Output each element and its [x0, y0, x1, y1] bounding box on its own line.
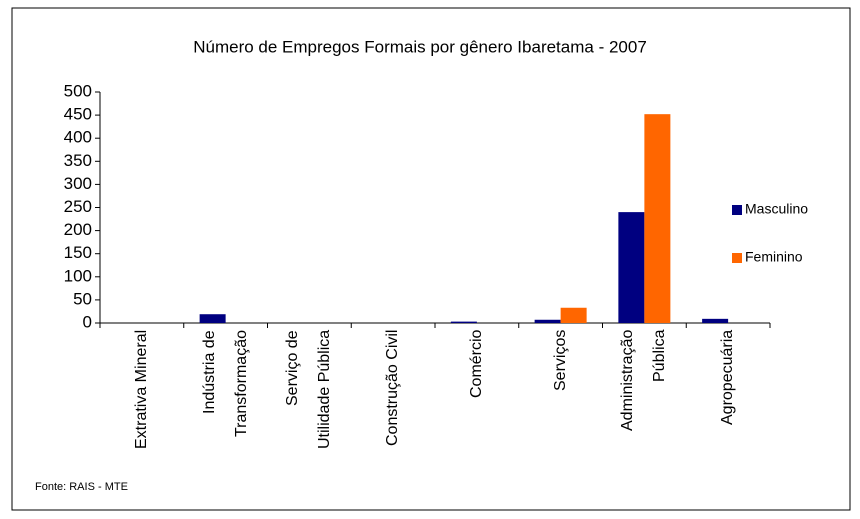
x-tick-label: Extrativa Mineral — [132, 330, 150, 450]
chart-title: Número de Empregos Formais por gênero Ib… — [193, 37, 647, 56]
y-tick-label: 200 — [64, 220, 92, 239]
bar — [450, 321, 477, 323]
bar — [702, 318, 729, 323]
bar — [534, 319, 561, 323]
legend-label: Masculino — [745, 201, 808, 217]
bar — [199, 314, 226, 323]
y-tick-label: 500 — [64, 81, 92, 100]
y-tick-label: 100 — [64, 266, 92, 285]
y-tick-label: 250 — [64, 197, 92, 216]
y-tick-label: 150 — [64, 243, 92, 262]
y-tick-label: 450 — [64, 105, 92, 124]
x-tick-label: Comércio — [467, 330, 485, 399]
bar — [618, 212, 645, 323]
x-tick-label: Construção Civil — [384, 330, 402, 447]
x-tick-label: Agropecuária — [719, 330, 737, 426]
y-tick-label: 300 — [64, 174, 92, 193]
y-tick-label: 50 — [73, 289, 92, 308]
source-note: Fonte: RAIS - MTE — [35, 481, 128, 493]
x-tick-label: Serviços — [551, 330, 569, 392]
legend-swatch — [732, 253, 742, 263]
x-tick-label: Administração Pública — [619, 330, 669, 432]
x-tick-label: Indústria de Transformação — [200, 330, 250, 437]
bar — [644, 114, 671, 324]
legend-swatch — [732, 205, 742, 215]
y-tick-label: 0 — [83, 312, 92, 331]
y-tick-label: 350 — [64, 151, 92, 170]
y-tick-label: 400 — [64, 128, 92, 147]
legend-label: Feminino — [745, 249, 803, 265]
bar — [560, 307, 587, 323]
chart-border — [11, 7, 851, 511]
x-tick-label: Serviço de Utilidade Pública — [284, 330, 334, 450]
